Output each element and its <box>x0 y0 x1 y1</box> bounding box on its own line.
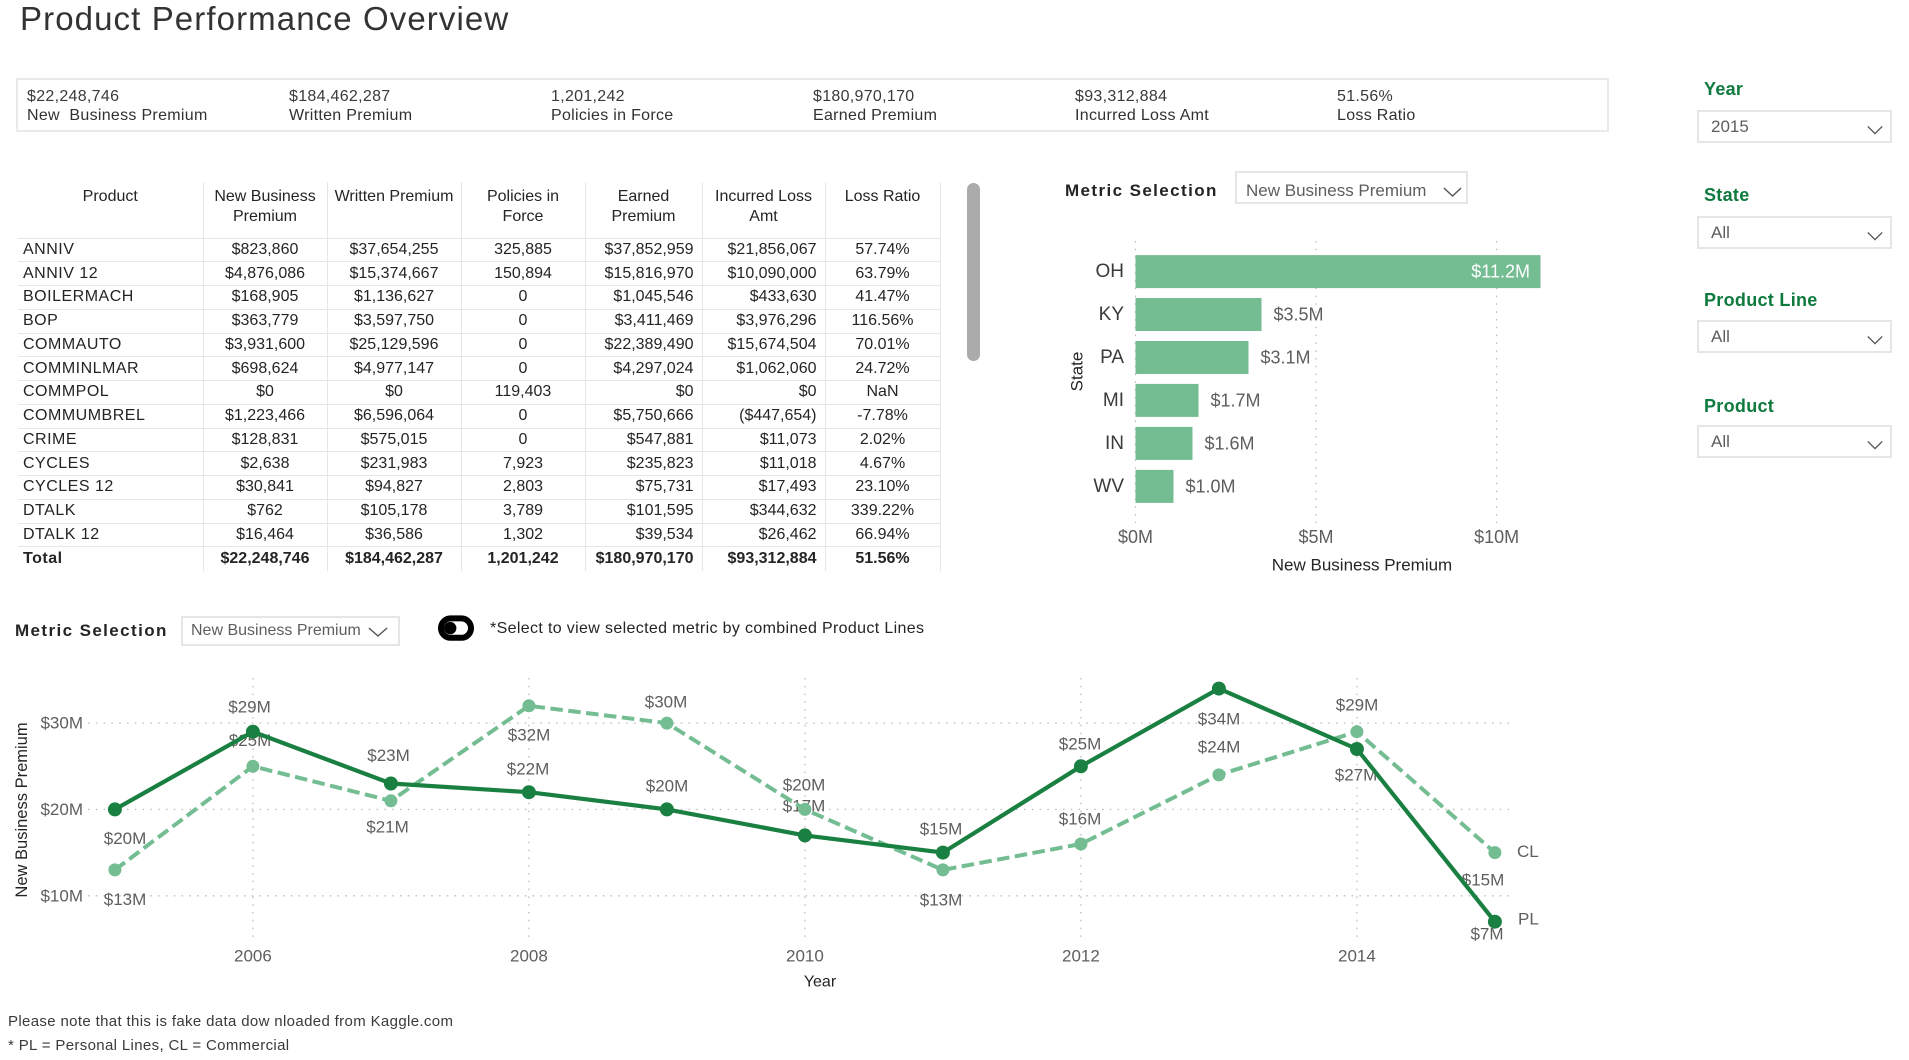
svg-text:$3.1M: $3.1M <box>1261 348 1311 368</box>
svg-text:$25M: $25M <box>1059 735 1102 754</box>
svg-text:PL: PL <box>1518 910 1539 929</box>
svg-text:2006: 2006 <box>234 947 272 966</box>
svg-text:$29M: $29M <box>228 698 271 717</box>
svg-text:$23M: $23M <box>367 746 410 765</box>
svg-text:$16M: $16M <box>1059 810 1102 829</box>
svg-text:$20M: $20M <box>783 776 826 795</box>
svg-text:$32M: $32M <box>508 726 551 745</box>
svg-text:$7M: $7M <box>1470 925 1503 944</box>
svg-text:2010: 2010 <box>786 947 824 966</box>
svg-text:2008: 2008 <box>510 947 548 966</box>
svg-text:New Business Premium: New Business Premium <box>1272 556 1452 575</box>
svg-text:$24M: $24M <box>1198 738 1241 757</box>
svg-text:CL: CL <box>1517 842 1539 861</box>
svg-text:$3.5M: $3.5M <box>1274 305 1324 325</box>
svg-text:OH: OH <box>1096 261 1125 282</box>
svg-text:KY: KY <box>1099 304 1125 325</box>
svg-text:$11.2M: $11.2M <box>1471 262 1530 282</box>
svg-text:$20M: $20M <box>646 777 689 796</box>
svg-text:2014: 2014 <box>1338 947 1376 966</box>
svg-text:$10M: $10M <box>1474 527 1519 547</box>
svg-text:$13M: $13M <box>104 890 147 909</box>
svg-text:2012: 2012 <box>1062 947 1100 966</box>
svg-text:$15M: $15M <box>920 820 963 839</box>
svg-text:$1.6M: $1.6M <box>1205 433 1255 453</box>
svg-text:Year: Year <box>804 974 837 991</box>
svg-text:$5M: $5M <box>1298 527 1333 547</box>
svg-text:$1.0M: $1.0M <box>1186 476 1236 496</box>
svg-text:New Business Premium: New Business Premium <box>13 722 31 897</box>
svg-text:WV: WV <box>1093 476 1124 497</box>
svg-text:$27M: $27M <box>1335 766 1378 785</box>
svg-text:$20M: $20M <box>40 800 83 819</box>
svg-text:State: State <box>1068 352 1087 392</box>
svg-text:PA: PA <box>1100 347 1124 368</box>
svg-text:IN: IN <box>1105 433 1124 454</box>
svg-text:MI: MI <box>1103 390 1124 411</box>
svg-text:$0M: $0M <box>1118 527 1153 547</box>
svg-text:$29M: $29M <box>1336 696 1379 715</box>
svg-text:$30M: $30M <box>645 693 688 712</box>
svg-text:$34M: $34M <box>1198 710 1241 729</box>
svg-text:$22M: $22M <box>507 760 550 779</box>
svg-text:$10M: $10M <box>40 886 83 905</box>
svg-text:$21M: $21M <box>366 818 409 837</box>
svg-text:$15M: $15M <box>1462 871 1505 890</box>
svg-text:$20M: $20M <box>104 829 147 848</box>
svg-text:$30M: $30M <box>40 714 83 733</box>
svg-text:$1.7M: $1.7M <box>1211 390 1261 410</box>
svg-text:$13M: $13M <box>920 891 963 910</box>
